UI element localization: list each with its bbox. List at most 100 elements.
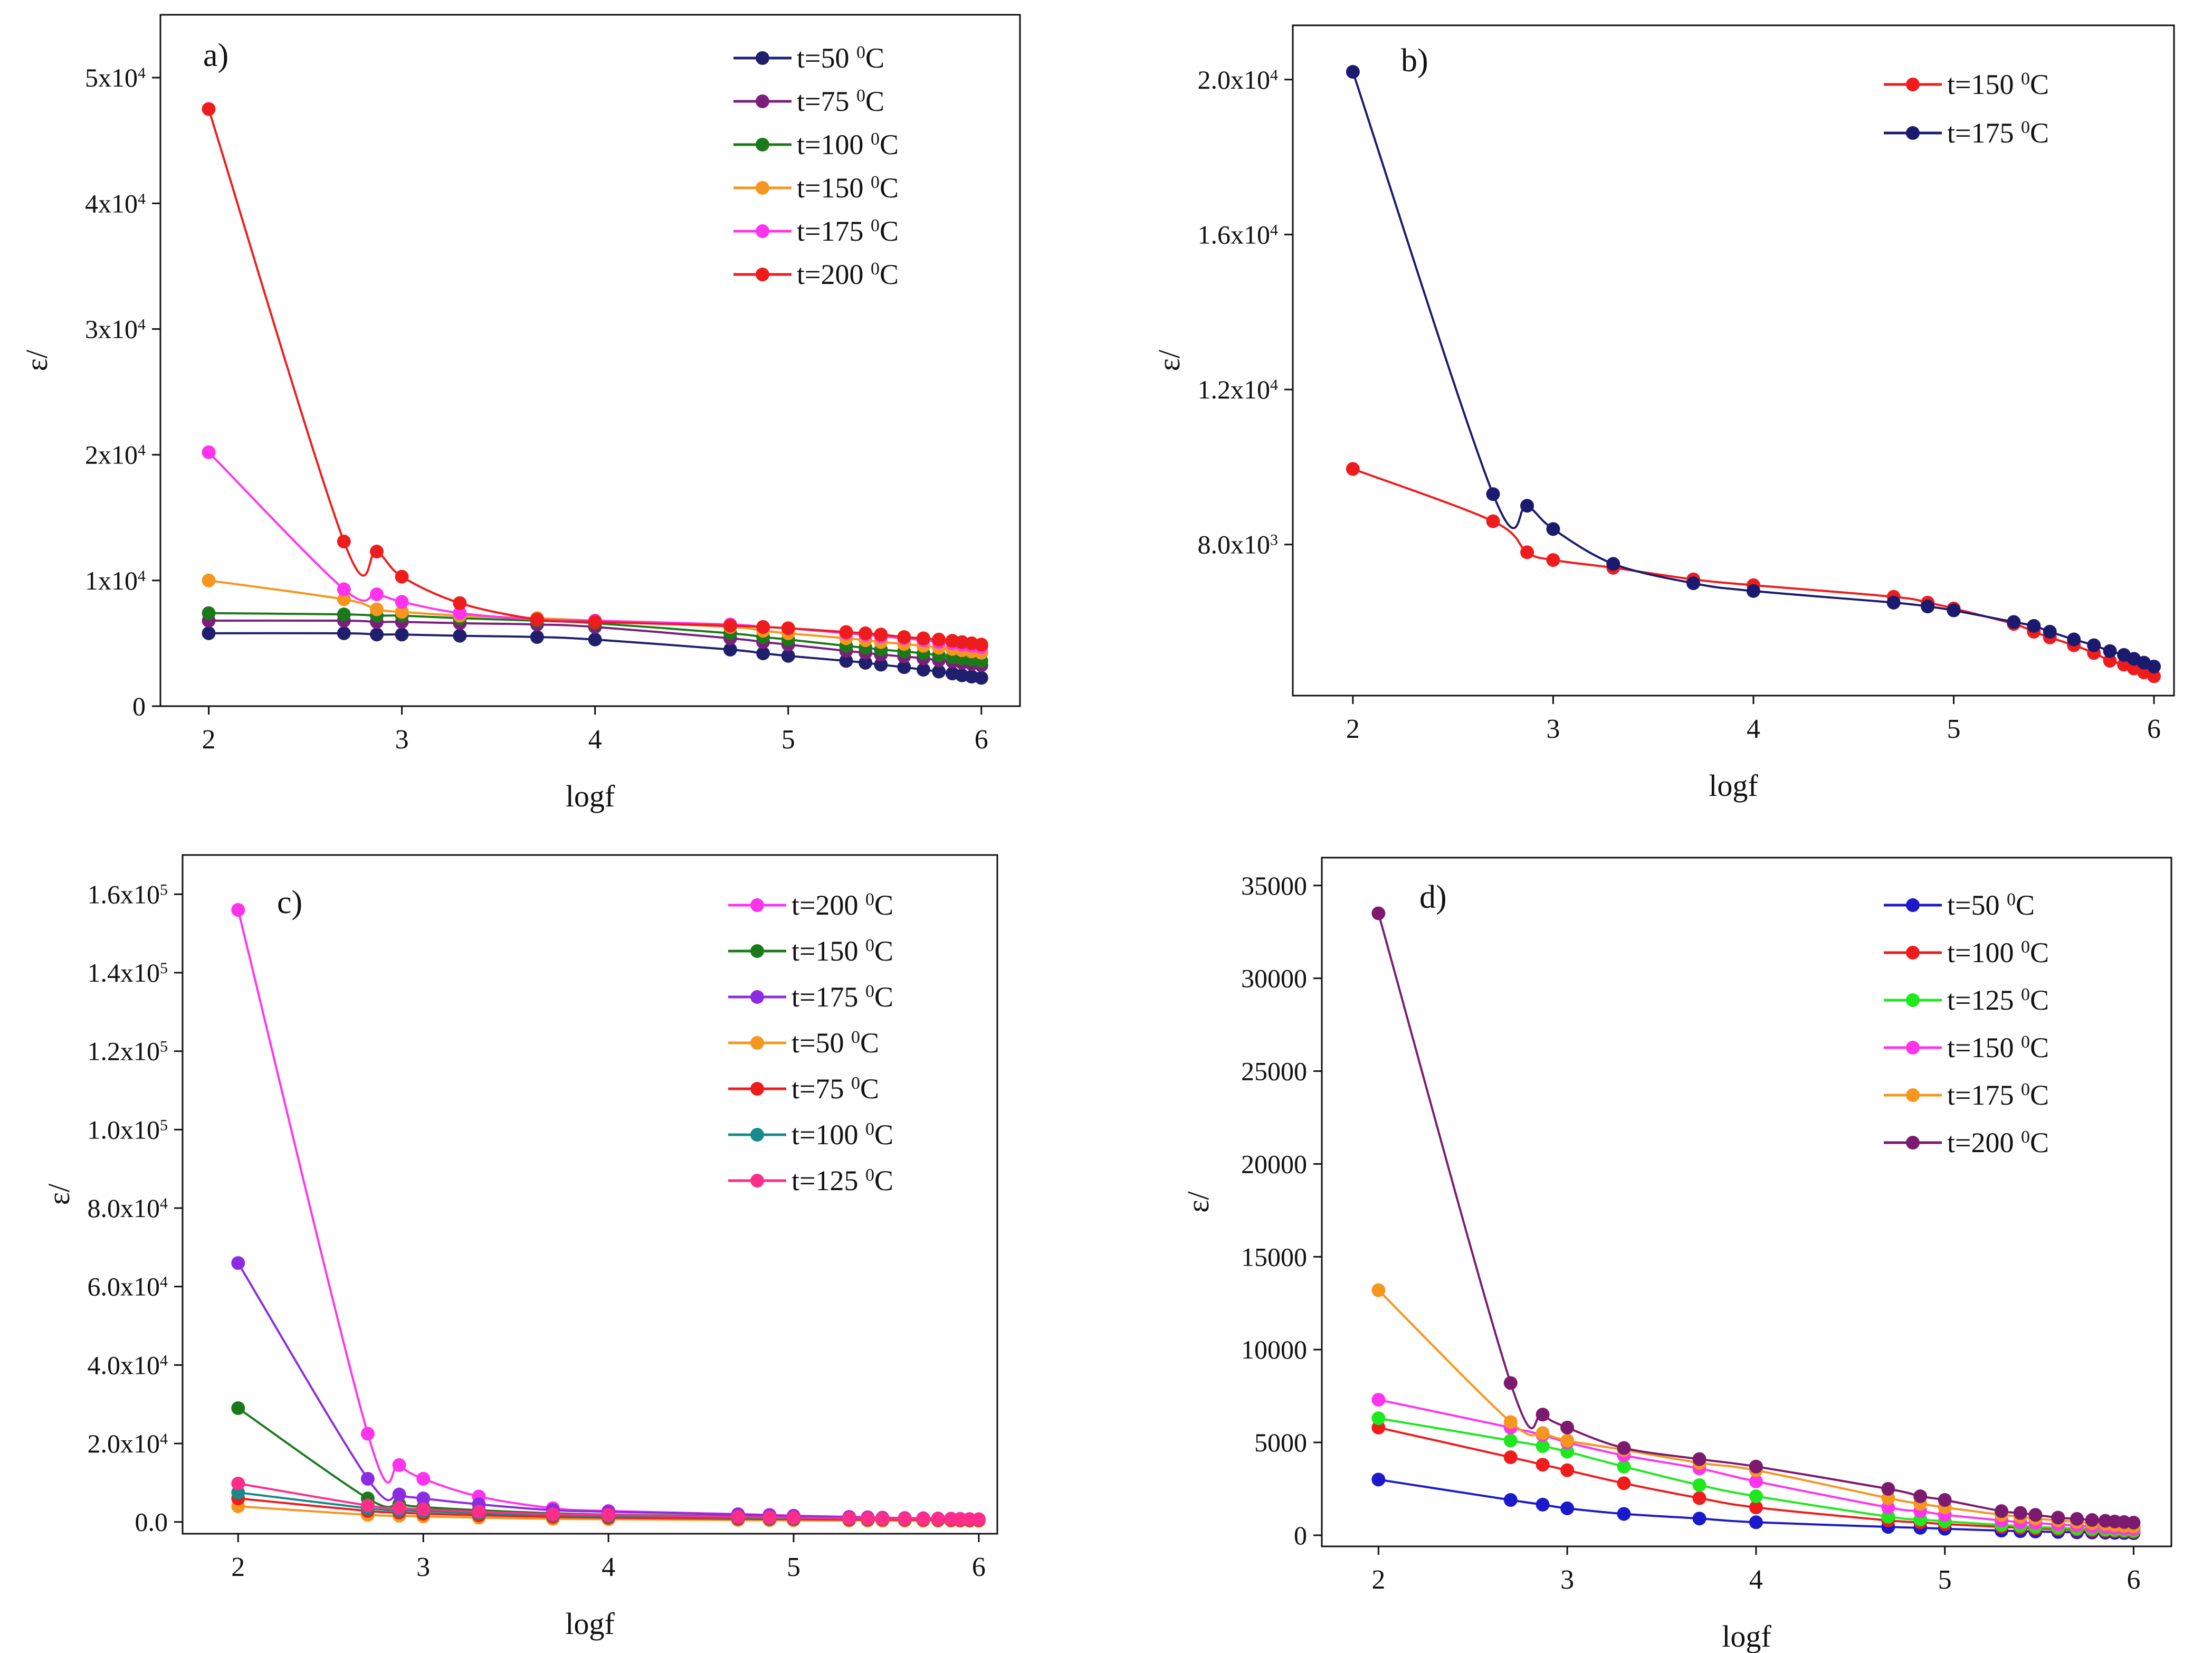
y-tick-label: 2.0x104 (88, 1429, 168, 1458)
legend-label: t=100 0C (792, 1119, 893, 1151)
y-tick-label: 1.6x104 (1198, 220, 1279, 249)
legend-label: t=175 0C (1947, 1079, 2049, 1111)
data-point (974, 671, 988, 685)
x-tick-label: 5 (781, 725, 795, 755)
data-point (1749, 1474, 1763, 1488)
x-tick-label: 5 (1947, 714, 1961, 744)
x-tick-label: 3 (1546, 714, 1560, 744)
data-point (1346, 462, 1360, 476)
data-point (369, 602, 384, 616)
legend-entry: t=175 0C (1884, 1079, 2049, 1111)
data-point (1947, 603, 1961, 618)
data-point (1617, 1507, 1631, 1521)
legend-entry: t=100 0C (1884, 937, 2049, 968)
data-point (1617, 1441, 1631, 1455)
legend-entry: t=100 0C (728, 1119, 893, 1151)
data-point (971, 1512, 986, 1526)
data-point (859, 626, 873, 640)
y-tick-label: 4x104 (85, 188, 146, 218)
y-axis-label: ε/ (42, 1183, 76, 1205)
y-tick-label: 30000 (1241, 964, 1307, 993)
y-tick-label: 15000 (1241, 1242, 1307, 1271)
data-point (839, 625, 853, 639)
data-point (1536, 1497, 1550, 1512)
data-point (1520, 545, 1534, 559)
data-point (2013, 1506, 2027, 1520)
plot-frame (1292, 24, 2175, 697)
plot-frame (1321, 857, 2172, 1547)
data-point (1938, 1493, 1952, 1507)
y-tick-label: 1.6x105 (88, 879, 168, 909)
y-tick-label: 0 (132, 691, 146, 721)
series-line (237, 909, 979, 1521)
legend-marker (750, 1128, 764, 1142)
legend-marker (1906, 1041, 1920, 1054)
legend-entry: t=200 0C (728, 889, 893, 921)
panel-label: c) (277, 885, 302, 920)
data-point (1886, 595, 1901, 610)
y-axis-label: ε/ (1152, 349, 1186, 371)
data-point (2043, 624, 2057, 639)
y-tick-label: 4.0x104 (88, 1350, 168, 1380)
series-t-200 (1371, 906, 2141, 1530)
series-t-125 (231, 1476, 986, 1526)
legend-marker (750, 990, 764, 1004)
series-t-150 (1346, 462, 2161, 683)
data-point (1503, 1376, 1518, 1390)
data-point (2051, 1510, 2065, 1525)
x-axis-label: logf (566, 779, 615, 813)
data-point (337, 582, 351, 596)
x-tick-label: 2 (231, 1552, 245, 1582)
data-point (231, 903, 245, 917)
data-point (723, 619, 737, 633)
y-tick-label: 10000 (1241, 1335, 1307, 1364)
x-axis-label: logf (1722, 1619, 1771, 1653)
data-point (2067, 632, 2081, 647)
y-tick-label: 3x104 (85, 314, 146, 344)
legend-marker (756, 268, 769, 281)
data-point (859, 656, 873, 670)
legend-label: t=150 0C (1947, 1032, 2049, 1063)
data-point (1560, 1463, 1575, 1477)
data-point (916, 662, 930, 677)
legend-label: t=150 0C (792, 935, 893, 967)
legend-label: t=50 0C (1947, 889, 2035, 921)
data-point (897, 630, 911, 644)
data-point (916, 631, 930, 645)
data-point (861, 1512, 875, 1526)
data-point (588, 632, 602, 647)
x-tick-label: 3 (395, 725, 409, 755)
data-point (2087, 638, 2101, 652)
data-point (1560, 1433, 1575, 1448)
data-point (1746, 584, 1760, 598)
data-point (2103, 644, 2117, 658)
data-point (1503, 1433, 1518, 1448)
legend-marker (1906, 78, 1920, 91)
data-point (1503, 1493, 1518, 1507)
panel-b: 2 3 4 5 6 8.0x103 1.2x104 1.6x104 2.0x104 logf ε/b… (1152, 24, 2175, 803)
data-point (337, 534, 351, 548)
data-point (453, 596, 467, 610)
data-point (756, 646, 770, 660)
plot-frame (182, 854, 998, 1535)
data-point (395, 605, 409, 619)
legend-entry: t=150 0C (733, 172, 899, 204)
y-tick-label: 6.0x104 (88, 1272, 168, 1302)
data-point (1486, 487, 1500, 501)
y-tick-label: 20000 (1241, 1149, 1307, 1179)
data-point (231, 1256, 245, 1270)
data-point (530, 612, 544, 626)
legend-marker (756, 94, 769, 108)
y-tick-label: 8.0x103 (1198, 530, 1279, 559)
data-point (1536, 1426, 1550, 1440)
panel-c: 2 3 4 5 6 0.0 2.0x104 4.0x104 6.0x104 8.0x104 1.0x… (42, 854, 998, 1641)
series-t-200 (202, 102, 988, 652)
data-point (202, 102, 216, 116)
x-axis-label: logf (565, 1607, 615, 1641)
x-tick-label: 5 (1938, 1565, 1952, 1595)
data-point (360, 1471, 375, 1486)
y-tick-label: 5x104 (85, 63, 146, 92)
x-tick-label: 6 (975, 725, 988, 755)
data-point (1346, 65, 1360, 79)
